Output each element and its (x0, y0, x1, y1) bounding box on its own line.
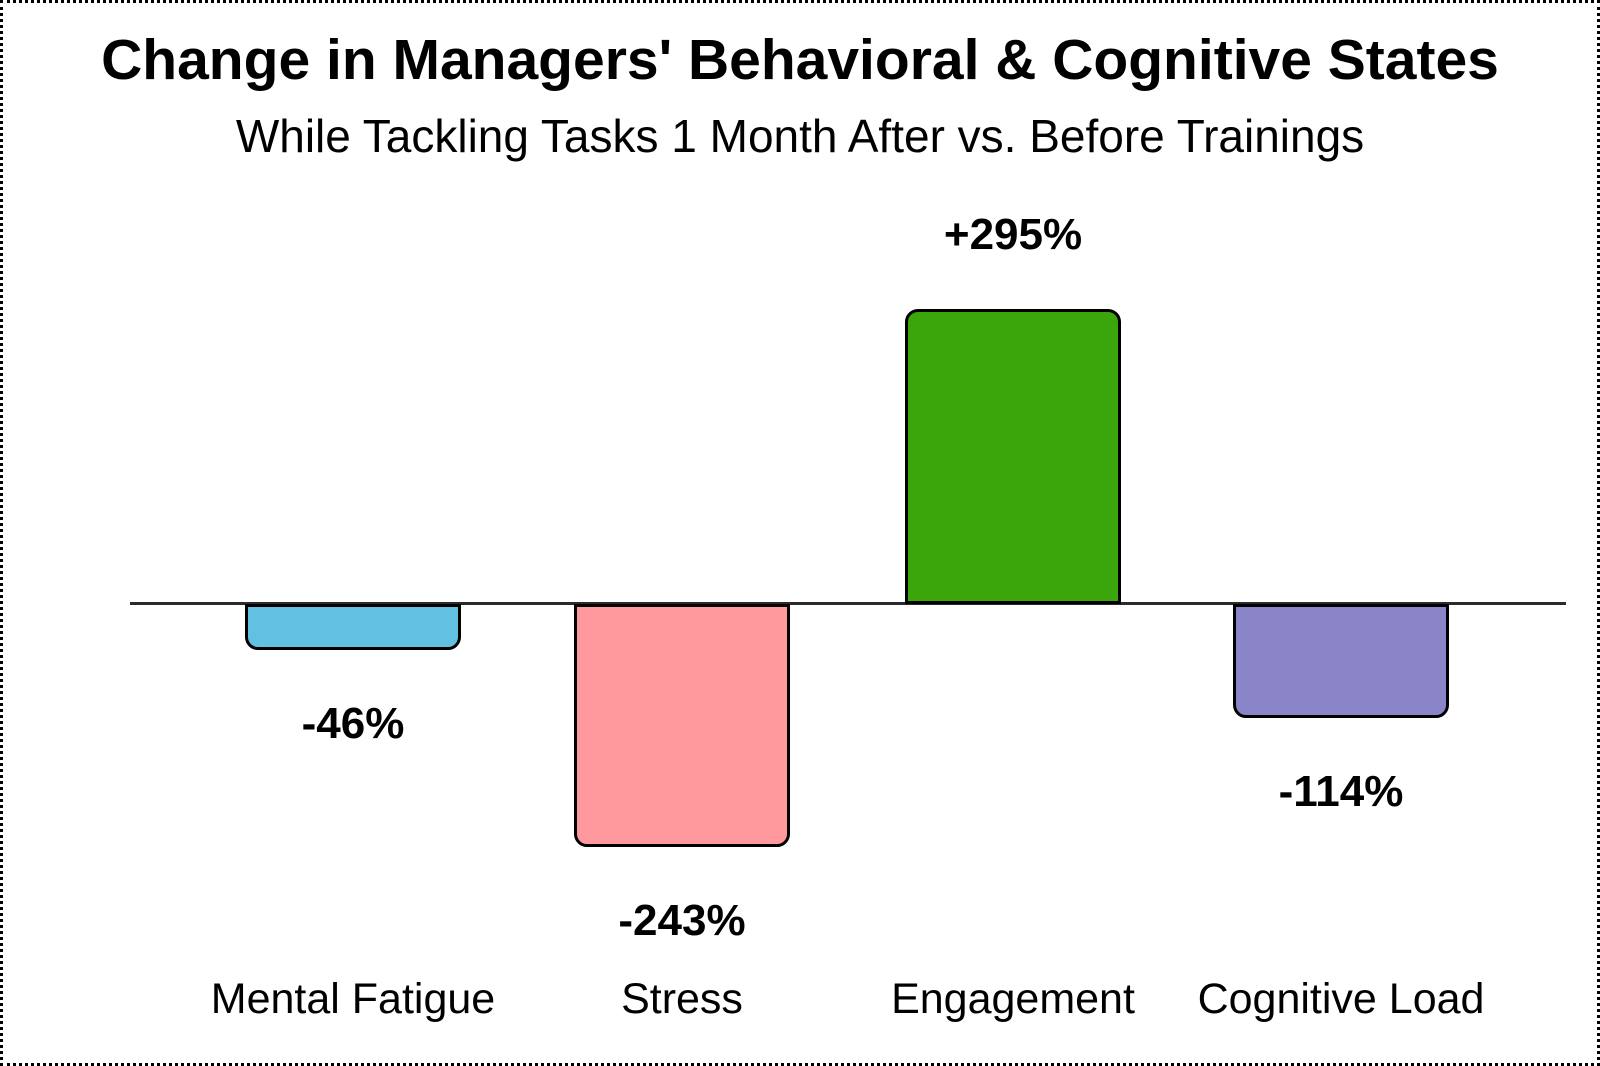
bar-cognitive-load (1233, 604, 1449, 718)
value-label-engagement: +295% (943, 210, 1083, 259)
bar-stress (574, 604, 790, 847)
value-label-stress: -243% (618, 896, 746, 945)
category-label-stress: Stress (621, 975, 743, 1023)
zero-axis-line (130, 602, 1566, 605)
plot-area: -46% Mental Fatigue -243% Stress +295% Engage… (3, 3, 1597, 1063)
category-label-mental-fatigue: Mental Fatigue (210, 975, 496, 1023)
value-label-cognitive-load: -114% (1278, 767, 1404, 816)
category-label-engagement: Engagement (891, 975, 1135, 1023)
bar-mental-fatigue (245, 604, 461, 650)
category-label-cognitive-load: Cognitive Load (1197, 975, 1485, 1023)
value-label-mental-fatigue: -46% (301, 699, 405, 748)
chart-title: Change in Managers' Behavioral & Cogniti… (101, 28, 1499, 92)
bar-engagement (905, 309, 1121, 604)
chart-subtitle: While Tackling Tasks 1 Month After vs. B… (235, 110, 1365, 162)
